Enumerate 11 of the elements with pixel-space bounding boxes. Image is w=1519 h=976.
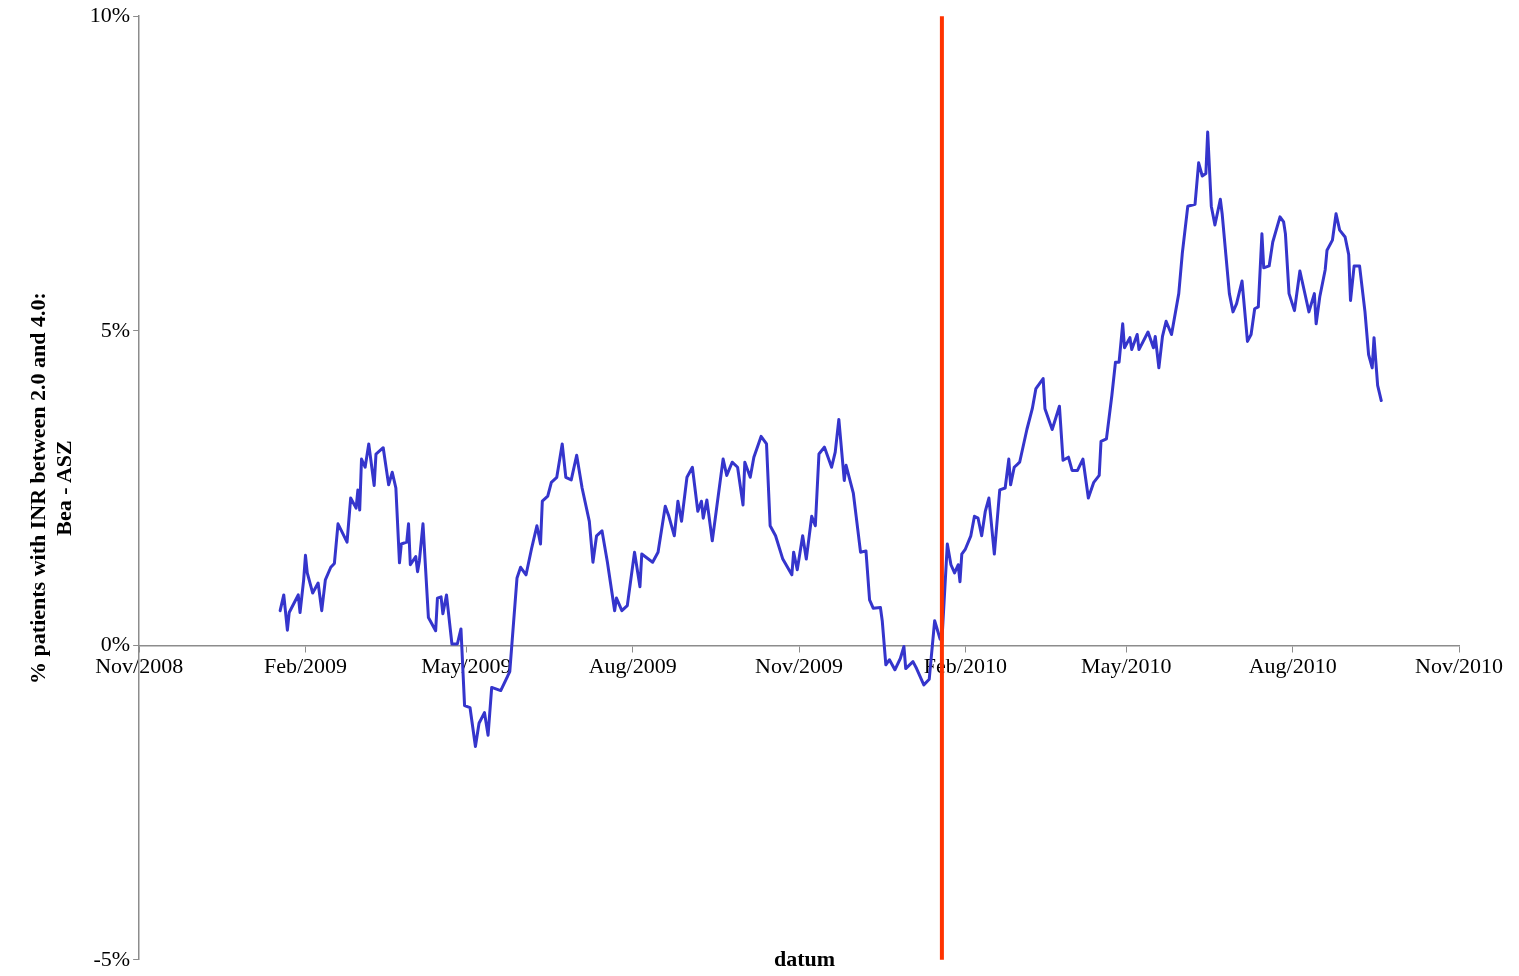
y-axis-title: % patients with INR between 2.0 and 4.0: Bea - ASZ xyxy=(24,292,77,684)
x-tick-label: Feb/2009 xyxy=(263,653,348,679)
x-tick-label: Nov/2010 xyxy=(1415,653,1503,679)
x-tick-label: May/2010 xyxy=(1081,653,1172,679)
x-tick-label: Nov/2009 xyxy=(755,653,844,679)
x-axis-title: datum xyxy=(773,946,836,971)
y-tick-label: 5% xyxy=(100,316,131,342)
y-tick-label: -5% xyxy=(93,945,131,971)
x-tick-label: Aug/2009 xyxy=(588,653,677,679)
x-tick-label: Aug/2010 xyxy=(1248,653,1337,679)
y-tick-label: 10% xyxy=(89,1,131,27)
